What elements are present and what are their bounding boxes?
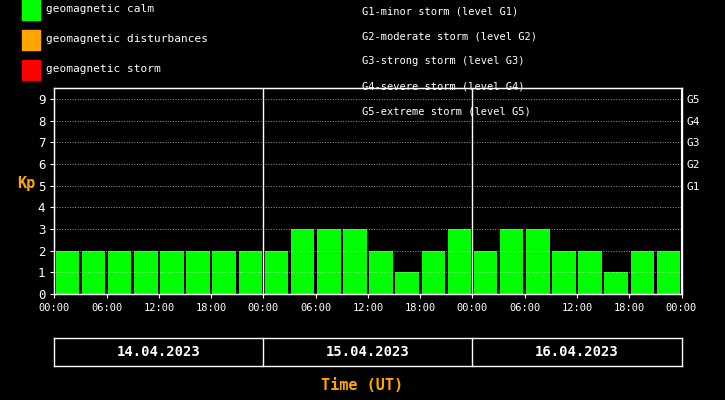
- Bar: [134, 251, 157, 294]
- Text: Time (UT): Time (UT): [321, 378, 404, 393]
- Bar: [579, 251, 602, 294]
- Bar: [500, 229, 523, 294]
- Bar: [186, 251, 210, 294]
- Text: G5-extreme storm (level G5): G5-extreme storm (level G5): [362, 107, 531, 117]
- Bar: [82, 251, 105, 294]
- Text: geomagnetic calm: geomagnetic calm: [46, 4, 154, 14]
- Bar: [552, 251, 576, 294]
- Text: 14.04.2023: 14.04.2023: [117, 345, 201, 359]
- Bar: [56, 251, 79, 294]
- Text: geomagnetic storm: geomagnetic storm: [46, 64, 160, 74]
- Text: 16.04.2023: 16.04.2023: [535, 345, 619, 359]
- Text: G3-strong storm (level G3): G3-strong storm (level G3): [362, 56, 525, 66]
- Y-axis label: Kp: Kp: [17, 176, 36, 191]
- Bar: [317, 229, 341, 294]
- Bar: [631, 251, 654, 294]
- Bar: [160, 251, 183, 294]
- Bar: [526, 229, 550, 294]
- Bar: [108, 251, 131, 294]
- Bar: [291, 229, 315, 294]
- Text: G4-severe storm (level G4): G4-severe storm (level G4): [362, 82, 525, 92]
- Bar: [265, 251, 289, 294]
- Bar: [657, 251, 680, 294]
- Bar: [421, 251, 445, 294]
- Bar: [395, 272, 419, 294]
- Bar: [605, 272, 628, 294]
- Bar: [447, 229, 471, 294]
- Text: geomagnetic disturbances: geomagnetic disturbances: [46, 34, 207, 44]
- Bar: [473, 251, 497, 294]
- Bar: [343, 229, 367, 294]
- Text: 15.04.2023: 15.04.2023: [326, 345, 410, 359]
- Text: G1-minor storm (level G1): G1-minor storm (level G1): [362, 6, 519, 16]
- Bar: [212, 251, 236, 294]
- Bar: [369, 251, 393, 294]
- Text: G2-moderate storm (level G2): G2-moderate storm (level G2): [362, 31, 537, 41]
- Bar: [239, 251, 262, 294]
